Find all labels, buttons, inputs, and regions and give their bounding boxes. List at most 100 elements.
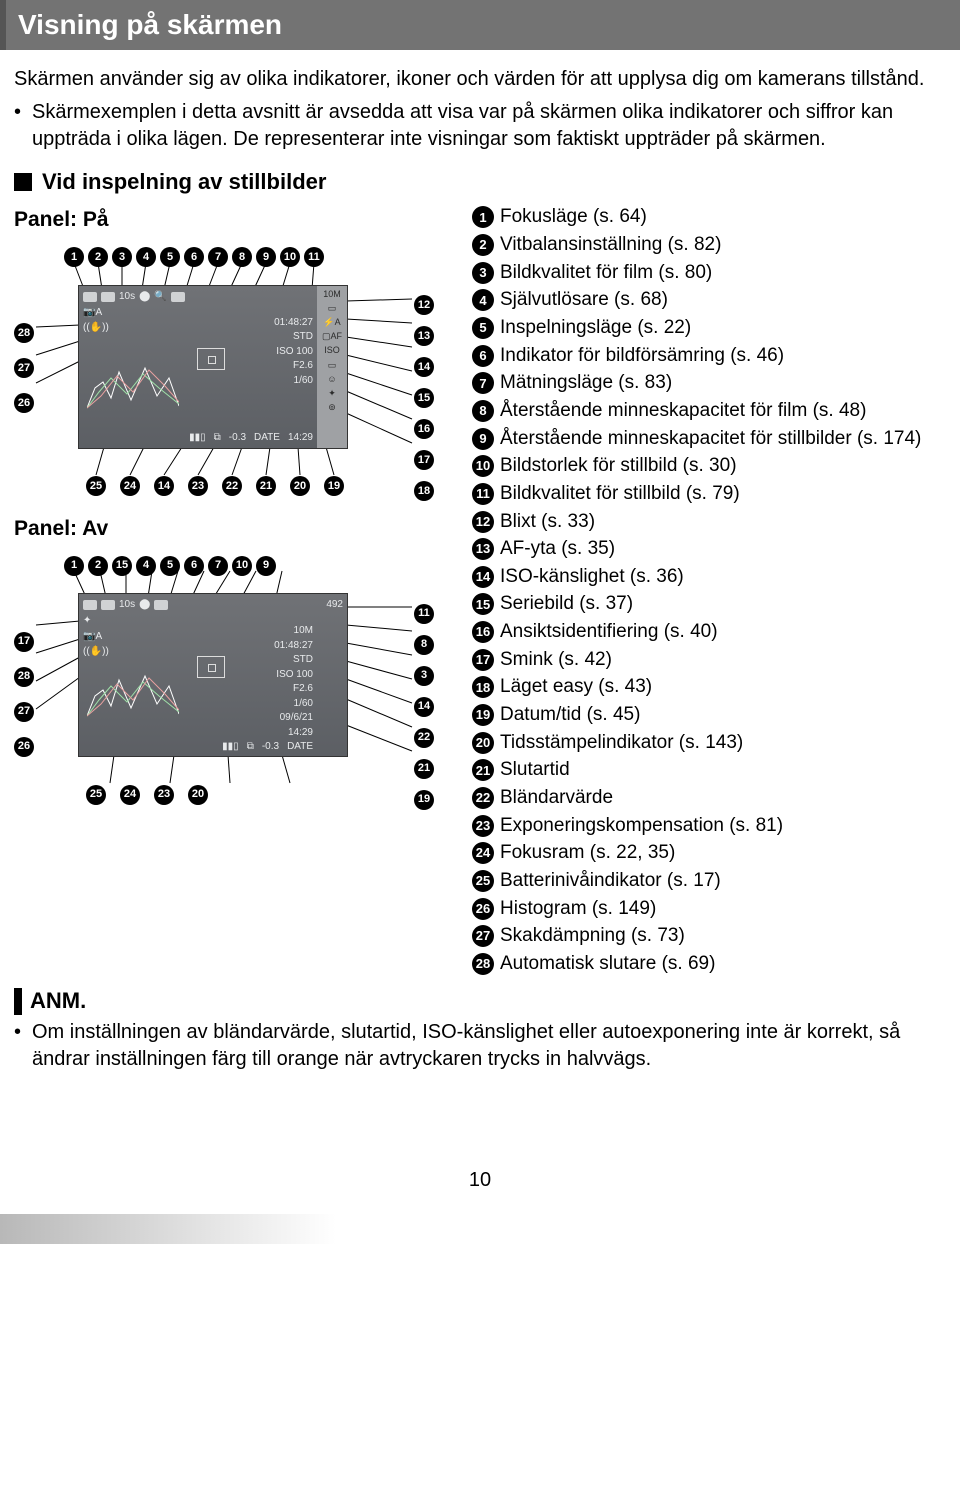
legend-number-badge: 21 xyxy=(472,759,494,781)
annot-bottom-row: 2524142322212019 xyxy=(86,470,344,497)
legend-text: Smink (s. 42) xyxy=(500,647,612,673)
number-badge: 22 xyxy=(414,728,434,748)
legend-text: Ansiktsidentifiering (s. 40) xyxy=(500,619,718,645)
intro-para: Skärmen använder sig av olika indikatore… xyxy=(14,66,946,93)
number-badge: 25 xyxy=(86,785,106,805)
timer-icon: 10s xyxy=(119,290,135,304)
legend-number-badge: 17 xyxy=(472,649,494,671)
number-badge: 10 xyxy=(280,247,300,267)
panel-off-label: Panel: Av xyxy=(14,515,454,543)
ev-icon: ⧉ xyxy=(214,431,221,445)
annot-top-row: 1234567891011 xyxy=(64,241,324,268)
annotation-badge: 7 xyxy=(208,241,228,268)
focus-icon xyxy=(83,292,97,302)
iso-value: ISO 100 xyxy=(276,345,313,359)
number-badge: 15 xyxy=(414,388,434,408)
legend-item: 19Datum/tid (s. 45) xyxy=(472,702,946,728)
number-badge: 24 xyxy=(120,785,140,805)
legend-number-badge: 18 xyxy=(472,676,494,698)
screen-left-stack: 📷A ((✋)) xyxy=(83,306,109,335)
legend-item: 3 Bildkvalitet för film (s. 80) xyxy=(472,260,946,286)
note-heading: ANM. xyxy=(14,988,946,1014)
number-badge: 4 xyxy=(136,556,156,576)
legend-number-badge: 2 xyxy=(472,234,494,256)
clock: 14:29 xyxy=(288,431,313,445)
legend-number-badge: 3 xyxy=(472,262,494,284)
number-badge: 14 xyxy=(154,476,174,496)
legend-item: 26Histogram (s. 149) xyxy=(472,896,946,922)
rec-icon: ⬤ xyxy=(139,290,150,304)
ev-icon: ⧉ xyxy=(247,740,254,754)
number-badge: 6 xyxy=(184,247,204,267)
number-badge: 26 xyxy=(14,737,34,757)
annotation-badge: 25 xyxy=(86,778,106,805)
legend-text: Vitbalansinställning (s. 82) xyxy=(500,232,721,258)
number-badge: 17 xyxy=(414,450,434,470)
legend-text: Batterinivåindikator (s. 17) xyxy=(500,868,721,894)
legend-item: 16Ansiktsidentifiering (s. 40) xyxy=(472,619,946,645)
screen-left-stack: ✦ 📷A ((✋)) xyxy=(83,614,109,659)
legend-text: Fokusram (s. 22, 35) xyxy=(500,840,675,866)
legend-number-badge: 4 xyxy=(472,289,494,311)
shutter-speed: 1/60 xyxy=(294,697,313,711)
legend-number-badge: 11 xyxy=(472,483,494,505)
annotation-badge: 17 xyxy=(414,444,434,471)
number-badge: 18 xyxy=(414,481,434,501)
annotation-badge: 19 xyxy=(414,783,434,810)
size-badge: 10M xyxy=(323,288,341,300)
legend-number-badge: 23 xyxy=(472,815,494,837)
legend-text: Bildkvalitet för film (s. 80) xyxy=(500,260,712,286)
number-badge: 19 xyxy=(324,476,344,496)
annotation-badge: 10 xyxy=(232,549,252,576)
footer-gradient xyxy=(0,1214,960,1244)
number-badge: 1 xyxy=(64,556,84,576)
legend-item: 17 Smink (s. 42) xyxy=(472,647,946,673)
annotation-badge: 2 xyxy=(88,549,108,576)
legend-text: Datum/tid (s. 45) xyxy=(500,702,640,728)
legend-item: 1Fokusläge (s. 64) xyxy=(472,204,946,230)
aperture: F2.6 xyxy=(293,359,313,373)
legend-item: 7Mätningsläge (s. 83) xyxy=(472,370,946,396)
legend-text: ISO-känslighet (s. 36) xyxy=(500,564,684,590)
number-badge: 3 xyxy=(112,247,132,267)
number-badge: 2 xyxy=(88,247,108,267)
banner-title: Visning på skärmen xyxy=(18,9,282,40)
date-stamp-badge: DATE xyxy=(254,431,280,445)
shutter-speed: 1/60 xyxy=(294,374,313,388)
legend-item: 5Inspelningsläge (s. 22) xyxy=(472,315,946,341)
ev-value: -0.3 xyxy=(262,740,279,754)
annotation-badge: 28 xyxy=(14,660,34,687)
number-badge: 7 xyxy=(208,247,228,267)
number-badge: 15 xyxy=(112,556,132,576)
legend-item: 27Skakdämpning (s. 73) xyxy=(472,923,946,949)
annotation-badge: 2 xyxy=(88,241,108,268)
legend-text: Fokusläge (s. 64) xyxy=(500,204,647,230)
legend-item: 18Läget easy (s. 43) xyxy=(472,674,946,700)
screen-bottom-row: ▮▮▯ ⧉ -0.3 DATE 14:29 xyxy=(83,431,313,445)
annotation-badge: 9 xyxy=(256,241,276,268)
annotation-badge: 15 xyxy=(112,549,132,576)
annotation-badge: 5 xyxy=(160,241,180,268)
legend-number-badge: 24 xyxy=(472,842,494,864)
number-badge: 14 xyxy=(414,697,434,717)
page-number: 10 xyxy=(0,1167,960,1194)
legend-item: 15Seriebild (s. 37) xyxy=(472,591,946,617)
legend-number-badge: 22 xyxy=(472,787,494,809)
annotation-badge: 26 xyxy=(14,730,34,757)
annotation-badge: 6 xyxy=(184,241,204,268)
legend-text: Bländarvärde xyxy=(500,785,613,811)
number-badge: 20 xyxy=(188,785,208,805)
shutter-auto-icon: 📷A xyxy=(83,630,109,644)
meter-icon xyxy=(154,600,168,610)
legend-item: 14ISO-känslighet (s. 36) xyxy=(472,564,946,590)
legend-text: Återstående minneskapacitet för stillbil… xyxy=(500,426,921,452)
legend-item: 28Automatisk slutare (s. 69) xyxy=(472,951,946,977)
annotation-badge: 9 xyxy=(256,549,276,576)
annotation-badge: 22 xyxy=(222,470,242,497)
number-badge: 11 xyxy=(304,247,324,267)
aperture: F2.6 xyxy=(293,682,313,696)
legend-text: Återstående minneskapacitet för film (s.… xyxy=(500,398,866,424)
annotation-badge: 20 xyxy=(188,778,208,805)
annotation-badge: 14 xyxy=(154,470,174,497)
focus-icon xyxy=(83,600,97,610)
